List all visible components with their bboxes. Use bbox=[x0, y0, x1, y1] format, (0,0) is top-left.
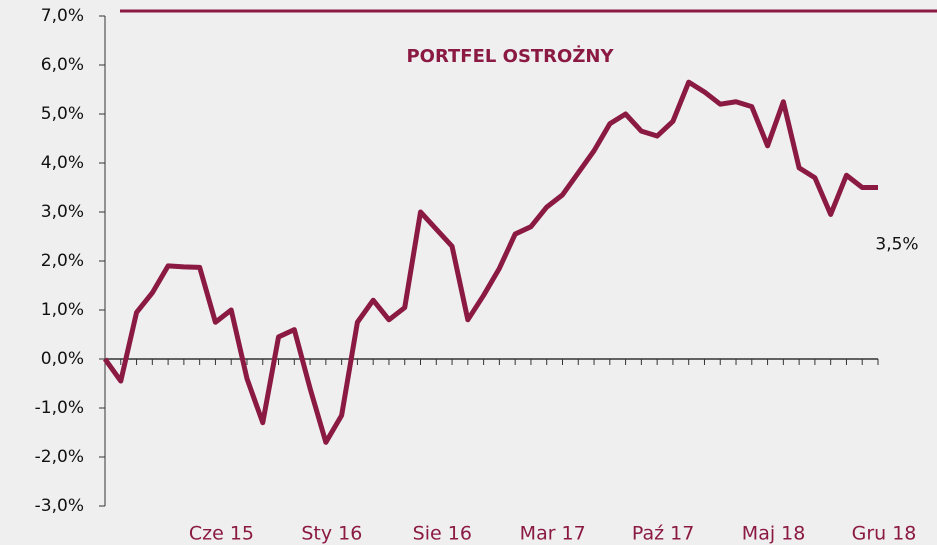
y-tick-label: 2,0% bbox=[41, 251, 84, 271]
y-tick-label: 0,0% bbox=[41, 349, 84, 369]
x-tick-label: Mar 17 bbox=[520, 523, 586, 545]
x-tick-label: Paź 17 bbox=[632, 523, 694, 545]
chart-title: PORTFEL OSTROŻNY bbox=[406, 45, 614, 67]
y-tick-label: 1,0% bbox=[41, 300, 84, 320]
y-tick-label: -2,0% bbox=[35, 447, 84, 467]
y-tick-label: -1,0% bbox=[35, 398, 84, 418]
x-tick-label: Maj 18 bbox=[742, 523, 806, 545]
x-tick-label: Sty 16 bbox=[301, 523, 362, 545]
x-tick-label: Cze 15 bbox=[189, 523, 254, 545]
y-tick-label: 3,0% bbox=[41, 202, 84, 222]
y-tick-label: 4,0% bbox=[41, 153, 84, 173]
y-tick-label: -3,0% bbox=[35, 496, 84, 516]
y-tick-label: 5,0% bbox=[41, 104, 84, 124]
x-tick-label: Sie 16 bbox=[413, 523, 472, 545]
x-tick-label: Gru 18 bbox=[852, 523, 917, 545]
y-tick-label: 6,0% bbox=[41, 55, 84, 75]
y-tick-label: 7,0% bbox=[41, 6, 84, 26]
line-series bbox=[102, 79, 878, 445]
end-label: 3,5% bbox=[875, 235, 918, 255]
